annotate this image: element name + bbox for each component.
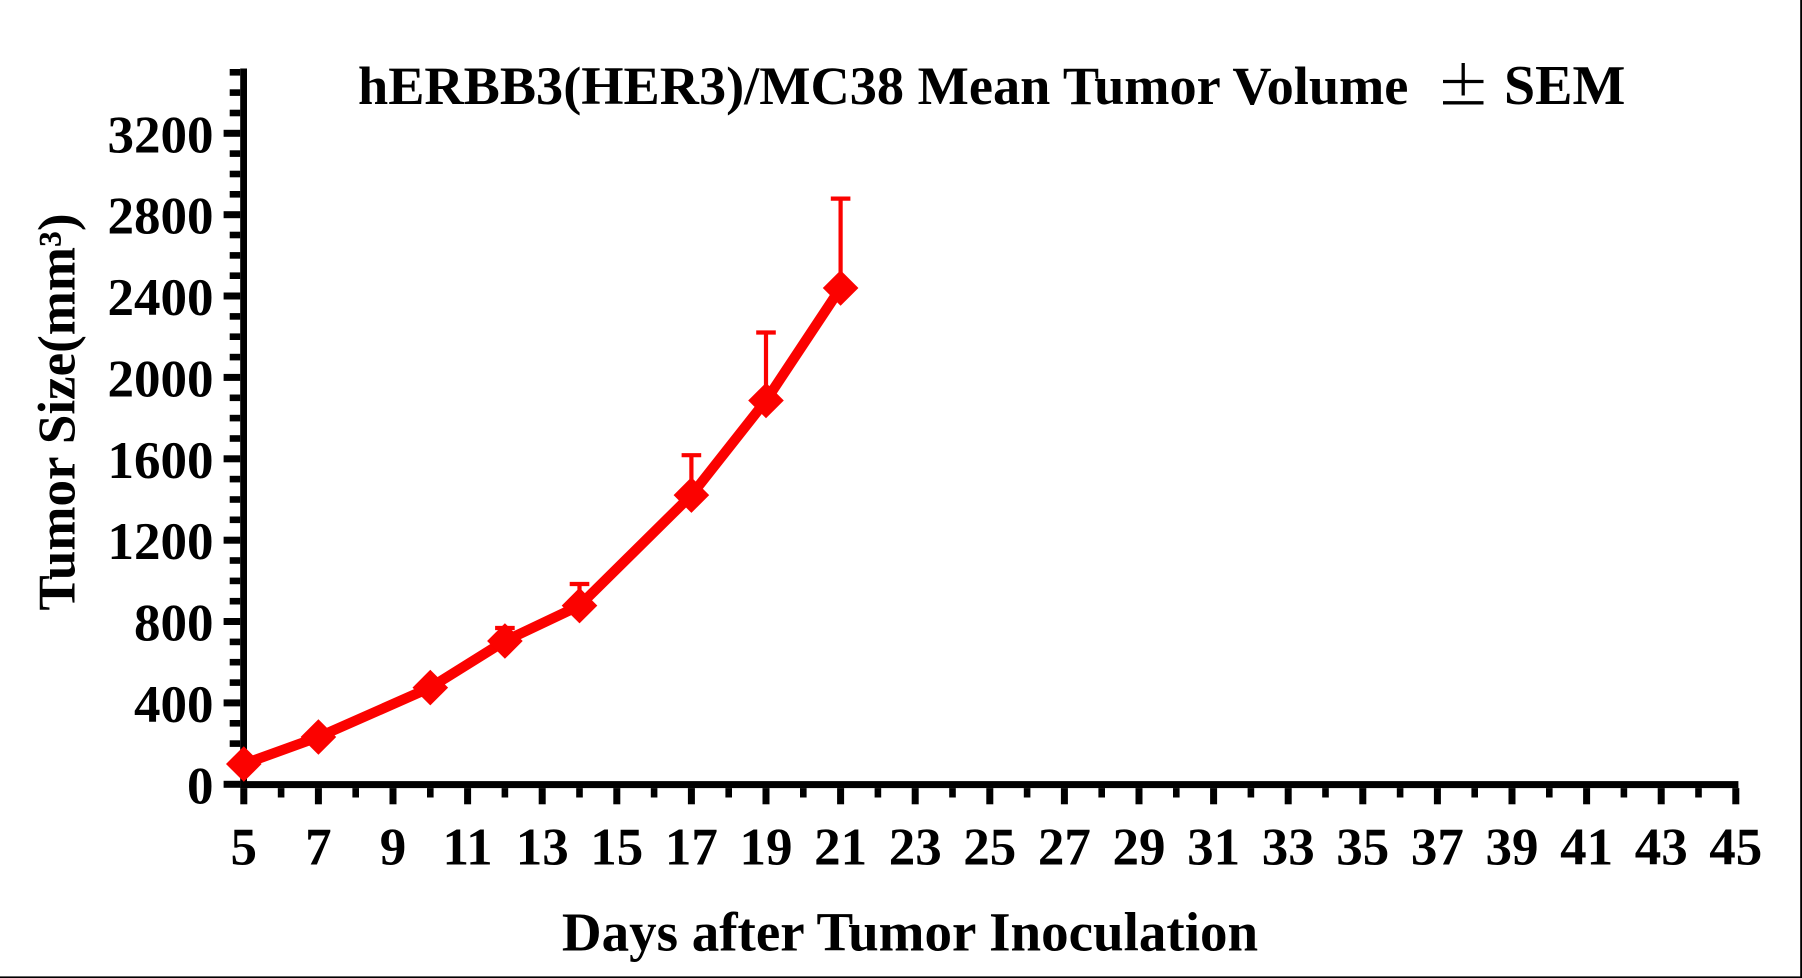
svg-text:2800: 2800 bbox=[108, 188, 214, 246]
svg-text:hERBB3(HER3)/MC38 Mean Tumor V: hERBB3(HER3)/MC38 Mean Tumor Volume bbox=[358, 56, 1408, 116]
svg-text:7: 7 bbox=[305, 819, 332, 877]
svg-text:45: 45 bbox=[1709, 819, 1762, 877]
svg-text:15: 15 bbox=[590, 819, 643, 877]
svg-text:3200: 3200 bbox=[108, 106, 214, 164]
svg-text:5: 5 bbox=[231, 819, 258, 877]
svg-text:41: 41 bbox=[1560, 819, 1613, 877]
svg-text:9: 9 bbox=[380, 819, 407, 877]
svg-text:31: 31 bbox=[1187, 819, 1240, 877]
svg-text:39: 39 bbox=[1486, 819, 1539, 877]
svg-text:2400: 2400 bbox=[108, 269, 214, 327]
svg-text:0: 0 bbox=[187, 757, 214, 815]
svg-text:1600: 1600 bbox=[108, 432, 214, 490]
svg-text:1200: 1200 bbox=[108, 513, 214, 571]
svg-text:43: 43 bbox=[1635, 819, 1688, 877]
svg-text:2000: 2000 bbox=[108, 350, 214, 408]
svg-text:400: 400 bbox=[134, 676, 214, 734]
svg-text:29: 29 bbox=[1113, 819, 1166, 877]
svg-text:19: 19 bbox=[740, 819, 793, 877]
svg-text:27: 27 bbox=[1038, 819, 1091, 877]
svg-text:21: 21 bbox=[814, 819, 867, 877]
svg-text:23: 23 bbox=[889, 819, 942, 877]
svg-text:17: 17 bbox=[665, 819, 718, 877]
svg-text:Days after Tumor Inoculation: Days after Tumor Inoculation bbox=[562, 902, 1258, 963]
svg-text:37: 37 bbox=[1411, 819, 1464, 877]
svg-text:13: 13 bbox=[516, 819, 569, 877]
svg-text:SEM: SEM bbox=[1504, 55, 1625, 117]
svg-text:11: 11 bbox=[443, 819, 493, 877]
svg-text:33: 33 bbox=[1262, 819, 1315, 877]
svg-text:35: 35 bbox=[1336, 819, 1389, 877]
svg-text:Tumor Size(mm³): Tumor Size(mm³) bbox=[29, 213, 87, 610]
svg-text:25: 25 bbox=[963, 819, 1016, 877]
svg-text:800: 800 bbox=[134, 595, 214, 653]
